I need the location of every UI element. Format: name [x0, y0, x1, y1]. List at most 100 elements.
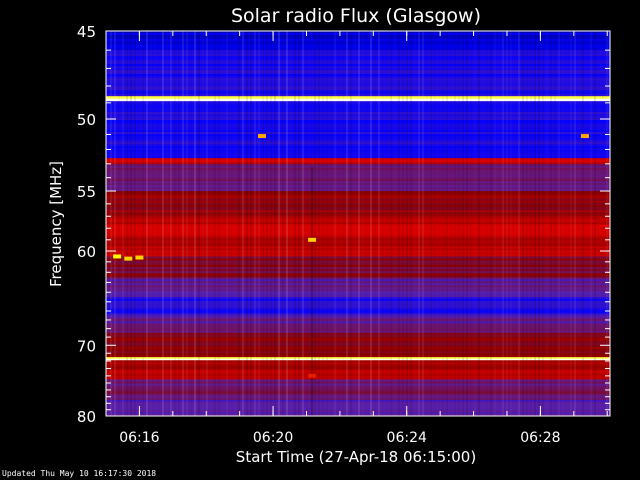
frequency-band — [106, 355, 610, 358]
noise-streak — [402, 31, 404, 416]
noise-streak — [474, 31, 476, 416]
noise-streak — [110, 31, 112, 416]
noise-streak — [514, 31, 516, 416]
frequency-band — [106, 136, 610, 139]
noise-streak — [510, 31, 512, 416]
noise-streak — [366, 31, 368, 416]
frequency-band — [106, 70, 610, 73]
noise-streak — [198, 31, 200, 416]
frequency-band — [106, 52, 610, 55]
frequency-band — [106, 283, 610, 286]
frequency-band — [106, 112, 610, 115]
noise-streak — [438, 31, 440, 416]
noise-streak — [430, 31, 432, 416]
frequency-band — [106, 242, 610, 245]
frequency-band — [106, 400, 610, 403]
frequency-band — [106, 319, 610, 322]
frequency-band — [106, 124, 610, 127]
frequency-band — [106, 214, 610, 217]
x-tick-label: 06:16 — [119, 430, 159, 446]
radio-burst — [308, 237, 317, 242]
frequency-band — [106, 410, 610, 413]
frequency-band — [106, 408, 610, 411]
frequency-band — [106, 260, 610, 264]
noise-streak — [426, 31, 428, 416]
frequency-band — [106, 273, 610, 276]
frequency-band — [106, 220, 610, 223]
frequency-band — [106, 42, 610, 45]
frequency-band — [106, 275, 610, 278]
frequency-band — [106, 154, 610, 157]
frequency-band — [106, 38, 610, 41]
plot-border — [105, 30, 611, 417]
frequency-band — [106, 148, 610, 151]
noise-streak — [386, 31, 388, 416]
frequency-band — [106, 34, 610, 38]
noise-streak — [458, 31, 460, 416]
noise-streak — [446, 31, 448, 416]
frequency-band — [106, 269, 610, 272]
noise-streak — [166, 31, 168, 416]
frequency-band — [106, 32, 610, 36]
frequency-band — [106, 98, 610, 102]
frequency-band — [106, 206, 610, 209]
frequency-band — [106, 158, 610, 161]
frequency-band — [106, 116, 610, 119]
noise-streak — [146, 31, 148, 416]
noise-streak — [374, 31, 376, 416]
noise-streak — [418, 31, 420, 416]
frequency-band — [106, 130, 610, 133]
frequency-band — [106, 349, 610, 352]
x-tick-label: 06:20 — [253, 430, 293, 446]
frequency-band — [106, 340, 610, 344]
frequency-band — [106, 224, 610, 227]
frequency-band — [106, 175, 610, 178]
frequency-band — [106, 196, 610, 200]
frequency-band — [106, 338, 610, 342]
noise-streak — [538, 31, 540, 416]
y-tick-label: 60 — [77, 243, 96, 261]
noise-streak — [490, 31, 492, 416]
frequency-band — [106, 134, 610, 137]
frequency-band — [106, 299, 610, 302]
plot-frame — [105, 30, 611, 417]
frequency-band — [106, 160, 610, 163]
frequency-band — [106, 412, 610, 415]
noise-streak — [354, 31, 356, 416]
frequency-band — [106, 165, 610, 169]
noise-streak — [306, 31, 308, 416]
frequency-band — [106, 169, 610, 172]
frequency-band — [106, 297, 610, 300]
frequency-band — [106, 240, 610, 243]
frequency-band — [106, 246, 610, 249]
noise-streak — [422, 31, 424, 416]
frequency-band — [106, 385, 610, 389]
radio-burst — [124, 256, 133, 261]
frequency-band — [106, 204, 610, 207]
x-axis-label: Start Time (27-Apr-18 06:15:00) — [236, 448, 476, 466]
noise-streak — [498, 31, 500, 416]
frequency-band — [106, 266, 610, 270]
noise-streak — [462, 31, 464, 416]
x-tick-label: 06:24 — [387, 430, 427, 446]
frequency-band — [106, 307, 610, 310]
frequency-band — [106, 397, 610, 401]
frequency-band — [106, 173, 610, 176]
noise-streak — [506, 31, 508, 416]
frequency-band — [106, 84, 610, 87]
frequency-band — [106, 377, 610, 380]
noise-streak — [178, 31, 180, 416]
noise-streak — [130, 31, 132, 416]
noise-streak — [154, 31, 156, 416]
frequency-band — [106, 254, 610, 257]
frequency-band — [106, 327, 610, 330]
frequency-band — [106, 301, 610, 304]
noise-streak — [290, 31, 292, 416]
frequency-band — [106, 343, 610, 346]
noise-streak — [138, 31, 140, 416]
noise-streak — [370, 31, 372, 416]
frequency-band — [106, 371, 610, 375]
frequency-band — [106, 94, 610, 97]
frequency-band — [106, 330, 610, 334]
